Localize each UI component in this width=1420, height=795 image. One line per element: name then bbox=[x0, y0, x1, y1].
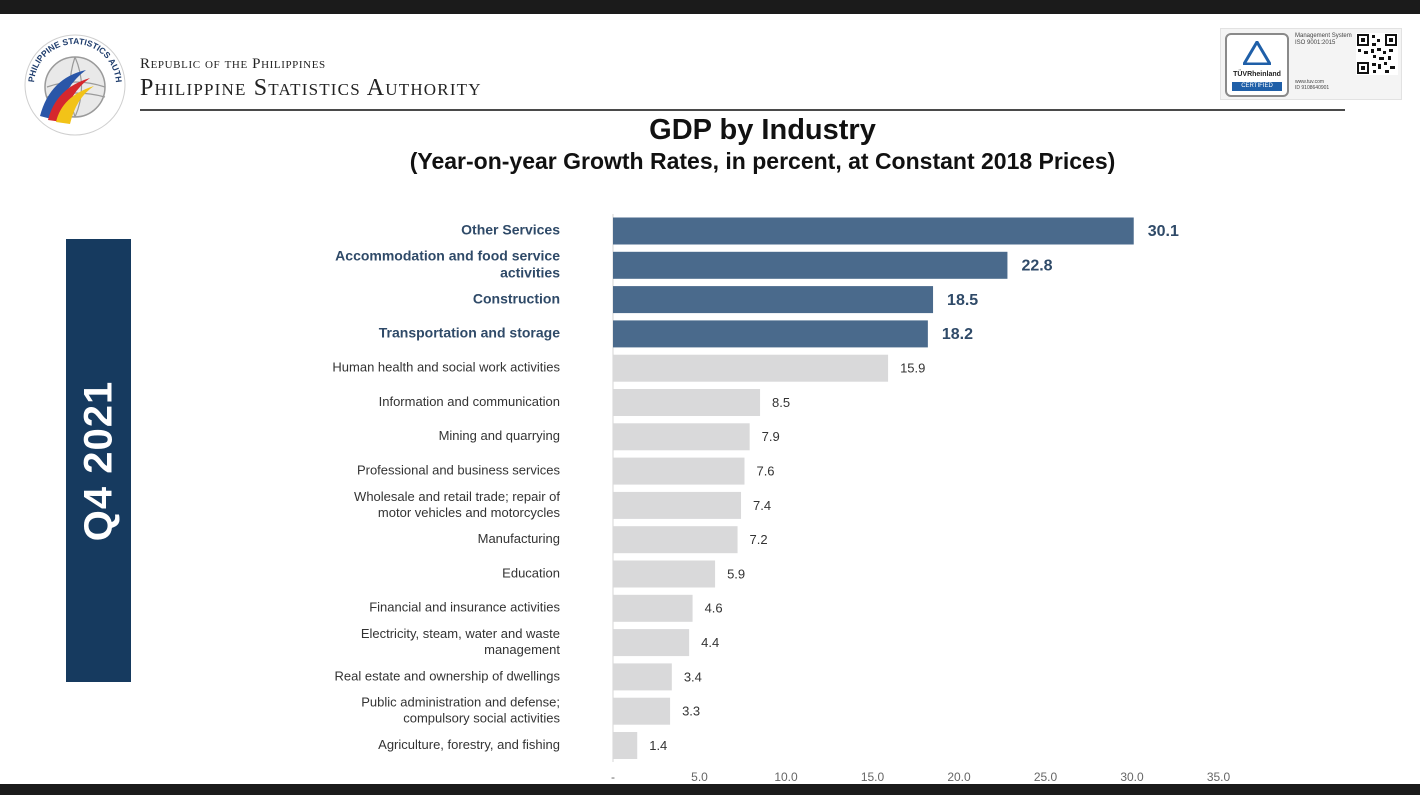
data-label: 5.9 bbox=[727, 566, 745, 581]
bar bbox=[613, 286, 934, 314]
bar bbox=[613, 526, 738, 554]
category-label: motor vehicles and motorcycles bbox=[378, 505, 561, 520]
x-tick-label: - bbox=[611, 770, 615, 784]
bar bbox=[613, 629, 690, 657]
bottom-frame-bar bbox=[0, 784, 1420, 795]
bar bbox=[613, 732, 638, 759]
cert-website: www.tuv.com bbox=[1295, 79, 1325, 85]
data-label: 18.5 bbox=[947, 292, 978, 309]
data-label: 22.8 bbox=[1021, 258, 1052, 275]
iso-certification-badge: TÜVRheinland CERTIFIED Management System… bbox=[1220, 28, 1402, 100]
bar bbox=[613, 697, 671, 725]
header-divider bbox=[140, 109, 1345, 111]
cert-details: Management System ISO 9001:2015 bbox=[1295, 33, 1355, 47]
bar bbox=[613, 251, 1008, 279]
data-label: 7.9 bbox=[762, 429, 780, 444]
bar bbox=[613, 594, 693, 622]
data-label: 3.4 bbox=[684, 669, 702, 684]
bar bbox=[613, 560, 716, 588]
category-label: Education bbox=[502, 565, 560, 580]
cert-id: ID 9108640901 bbox=[1295, 85, 1330, 91]
category-label: Accommodation and food service bbox=[335, 248, 560, 264]
category-label: Financial and insurance activities bbox=[369, 600, 560, 615]
cert-system: Management System bbox=[1295, 33, 1352, 39]
cert-standard: ISO 9001:2015 bbox=[1295, 40, 1336, 46]
category-label: Wholesale and retail trade; repair of bbox=[354, 489, 560, 504]
category-label: management bbox=[484, 642, 560, 657]
bar bbox=[613, 389, 761, 416]
data-label: 1.4 bbox=[649, 738, 667, 753]
chart-title: GDP by Industry bbox=[649, 114, 876, 146]
bar bbox=[613, 457, 745, 485]
bar bbox=[613, 354, 889, 382]
x-tick-label: 35.0 bbox=[1207, 770, 1231, 784]
cert-seal: CERTIFIED bbox=[1232, 82, 1282, 91]
x-tick-label: 25.0 bbox=[1034, 770, 1058, 784]
top-frame-bar bbox=[0, 0, 1420, 14]
data-label: 4.4 bbox=[701, 635, 719, 650]
x-tick-label: 5.0 bbox=[691, 770, 708, 784]
period-banner: Q4 2021 bbox=[66, 239, 131, 682]
category-label: Electricity, steam, water and waste bbox=[361, 626, 560, 641]
data-label: 30.1 bbox=[1148, 223, 1179, 240]
cert-contact: www.tuv.com ID 9108640901 bbox=[1295, 79, 1355, 91]
data-label: 15.9 bbox=[900, 361, 925, 376]
x-tick-label: 15.0 bbox=[861, 770, 885, 784]
republic-label: Republic of the Philippines bbox=[140, 56, 326, 72]
category-label: Construction bbox=[473, 290, 560, 306]
category-label: Public administration and defense; bbox=[361, 695, 560, 710]
x-tick-label: 20.0 bbox=[947, 770, 971, 784]
category-label: Professional and business services bbox=[357, 463, 561, 478]
psa-logo: PHILIPPINE STATISTICS AUTHORITY bbox=[17, 22, 130, 140]
data-label: 7.2 bbox=[750, 532, 768, 547]
data-label: 8.5 bbox=[772, 395, 790, 410]
data-label: 3.3 bbox=[682, 704, 700, 719]
bar bbox=[613, 320, 928, 348]
category-label: Human health and social work activities bbox=[332, 360, 560, 375]
data-label: 4.6 bbox=[705, 601, 723, 616]
bar bbox=[613, 423, 750, 451]
category-label: Agriculture, forestry, and fishing bbox=[378, 737, 560, 752]
category-label: Information and communication bbox=[379, 394, 560, 409]
x-tick-label: 30.0 bbox=[1120, 770, 1144, 784]
tuv-triangle-icon bbox=[1243, 41, 1271, 65]
category-label: activities bbox=[500, 265, 560, 281]
qr-code-icon bbox=[1356, 33, 1398, 75]
category-label: Mining and quarrying bbox=[439, 428, 560, 443]
chart-subtitle: (Year-on-year Growth Rates, in percent, … bbox=[409, 148, 1116, 174]
data-label: 7.6 bbox=[756, 464, 774, 479]
category-label: Manufacturing bbox=[478, 531, 560, 546]
bar bbox=[613, 217, 1134, 245]
category-label: Real estate and ownership of dwellings bbox=[335, 668, 561, 683]
category-label: compulsory social activities bbox=[403, 711, 560, 726]
x-tick-label: 10.0 bbox=[774, 770, 798, 784]
cert-brand: TÜVRheinland bbox=[1233, 71, 1281, 78]
bar bbox=[613, 663, 672, 691]
tuv-logo: TÜVRheinland CERTIFIED bbox=[1225, 33, 1289, 97]
category-label: Transportation and storage bbox=[379, 325, 560, 341]
data-label: 18.2 bbox=[942, 326, 973, 343]
category-label: Other Services bbox=[461, 222, 560, 238]
agency-name: Philippine Statistics Authority bbox=[140, 75, 482, 101]
bar bbox=[613, 491, 742, 519]
data-label: 7.4 bbox=[753, 498, 771, 513]
agency-header: Republic of the Philippines Philippine S… bbox=[140, 56, 482, 102]
